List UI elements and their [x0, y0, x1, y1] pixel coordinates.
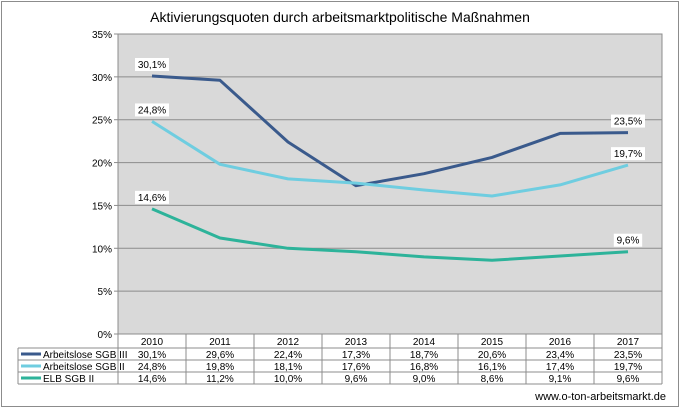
legend-entry: Arbeitslose SGB II: [43, 362, 125, 373]
table-cell: 17,4%: [546, 362, 574, 373]
data-label: 30,1%: [138, 60, 166, 71]
y-tick-label: 5%: [98, 287, 113, 298]
table-cell: 18,7%: [410, 350, 438, 361]
data-label-box: [135, 190, 169, 204]
table-cell: 17,3%: [342, 350, 370, 361]
data-label-box: [135, 58, 169, 71]
data-label: 14,6%: [138, 193, 166, 204]
x-tick-label: 2016: [549, 337, 572, 348]
table-cell: 29,6%: [206, 350, 234, 361]
table-cell: 23,5%: [614, 350, 642, 361]
data-label-box: [613, 233, 643, 247]
x-tick-label: 2015: [481, 337, 504, 348]
table-cell: 14,6%: [138, 374, 166, 385]
table-cell: 23,4%: [546, 350, 574, 361]
x-tick-label: 2013: [345, 337, 368, 348]
table-cell: 30,1%: [138, 350, 166, 361]
data-label: 19,7%: [614, 149, 642, 160]
data-label: 23,5%: [614, 117, 642, 128]
y-tick-label: 25%: [92, 116, 112, 127]
table-cell: 16,8%: [410, 362, 438, 373]
legend-entry: Arbeitslose SGB III: [43, 350, 127, 361]
table-cell: 10,0%: [274, 374, 302, 385]
table-cell: 19,8%: [206, 362, 234, 373]
y-tick-label: 15%: [92, 201, 112, 212]
y-tick-label: 20%: [92, 159, 112, 170]
x-tick-label: 2017: [617, 337, 640, 348]
table-cell: 8,6%: [481, 374, 504, 385]
data-label-box: [611, 114, 645, 128]
series-line: [151, 207, 629, 262]
y-tick-label: 0%: [98, 330, 113, 341]
table-cell: 9,0%: [413, 374, 436, 385]
plot-area: [117, 33, 663, 335]
table-cell: 18,1%: [274, 362, 302, 373]
footer-source: www.o-ton-arbeitsmarkt.de: [534, 391, 666, 403]
table-cell: 9,6%: [617, 374, 640, 385]
y-tick-label: 10%: [92, 244, 112, 255]
data-label: 9,6%: [617, 236, 640, 247]
y-tick-label: 35%: [92, 30, 112, 41]
table-cell: 9,6%: [345, 374, 368, 385]
table-cell: 24,8%: [138, 362, 166, 373]
table-cell: 20,6%: [478, 350, 506, 361]
data-label: 24,8%: [138, 105, 166, 116]
table-cell: 19,7%: [614, 362, 642, 373]
table-cell: 17,6%: [342, 362, 370, 373]
x-tick-label: 2010: [141, 337, 164, 348]
x-tick-label: 2011: [209, 337, 231, 348]
series-line: [151, 74, 629, 188]
legend-entry: ELB SGB II: [43, 374, 94, 385]
series-line: [151, 120, 629, 198]
table-cell: 22,4%: [274, 350, 302, 361]
table-cell: 16,1%: [478, 362, 506, 373]
table-cell: 9,1%: [549, 374, 572, 385]
y-tick-label: 30%: [92, 73, 112, 84]
x-tick-label: 2014: [413, 337, 436, 348]
table-cell: 11,2%: [206, 374, 234, 385]
chart-title: Aktivierungsquoten durch arbeitsmarktpol…: [150, 9, 530, 25]
data-label-box: [611, 147, 645, 161]
data-label-box: [135, 103, 169, 117]
x-tick-label: 2012: [277, 337, 300, 348]
